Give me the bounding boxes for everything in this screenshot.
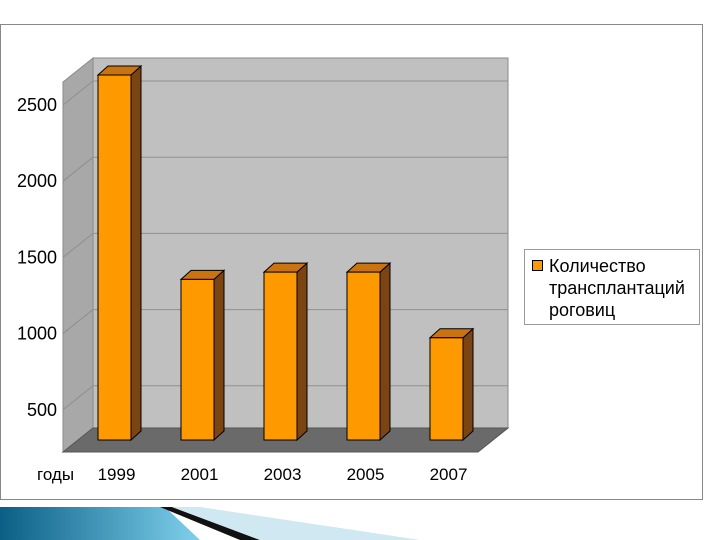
x-tick-label: 2007 <box>430 465 468 484</box>
bar-side <box>379 261 391 442</box>
bar <box>97 74 132 441</box>
x-tick-label: 1999 <box>98 465 136 484</box>
y-tick-label: 2500 <box>17 95 57 115</box>
bar-side <box>296 261 308 442</box>
bar <box>429 337 464 441</box>
y-tick-label: 2000 <box>17 171 57 191</box>
bar-side <box>130 64 142 442</box>
x-tick-label: 2005 <box>347 465 385 484</box>
bar-side <box>213 269 225 442</box>
bar <box>263 271 298 441</box>
x-tick-label: 2003 <box>264 465 302 484</box>
gridline-side <box>62 156 94 182</box>
bar-side <box>462 327 474 442</box>
plot-side-wall <box>62 56 94 454</box>
x-tick-label: 2001 <box>181 465 219 484</box>
gridline-side <box>62 232 94 258</box>
y-tick-label: 500 <box>27 400 57 420</box>
legend-label: Количество трансплантаций роговиц <box>549 256 685 320</box>
gridline-side <box>62 80 94 106</box>
bar-chart: 500 1000 1500 2000 2500 1999 2001 2003 2005 2007 г… <box>17 56 510 484</box>
x-axis-label: годы <box>37 465 74 484</box>
gridline-side <box>62 385 94 411</box>
legend: Количество трансплантаций роговиц <box>524 249 700 325</box>
bar <box>346 271 381 441</box>
gridline-side <box>62 309 94 334</box>
footer-decoration <box>0 507 420 540</box>
bar <box>180 278 215 441</box>
footer-black-stripe <box>160 507 260 540</box>
chart-frame: 500 1000 1500 2000 2500 1999 2001 2003 2005 2007 г… <box>0 24 703 500</box>
y-tick-label: 1500 <box>17 247 57 267</box>
footer-light-band <box>172 507 420 540</box>
footer-blue-band <box>0 507 200 540</box>
legend-swatch <box>532 260 543 271</box>
y-tick-label: 1000 <box>17 324 57 344</box>
